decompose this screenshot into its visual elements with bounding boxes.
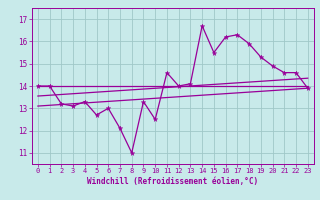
X-axis label: Windchill (Refroidissement éolien,°C): Windchill (Refroidissement éolien,°C) (87, 177, 258, 186)
